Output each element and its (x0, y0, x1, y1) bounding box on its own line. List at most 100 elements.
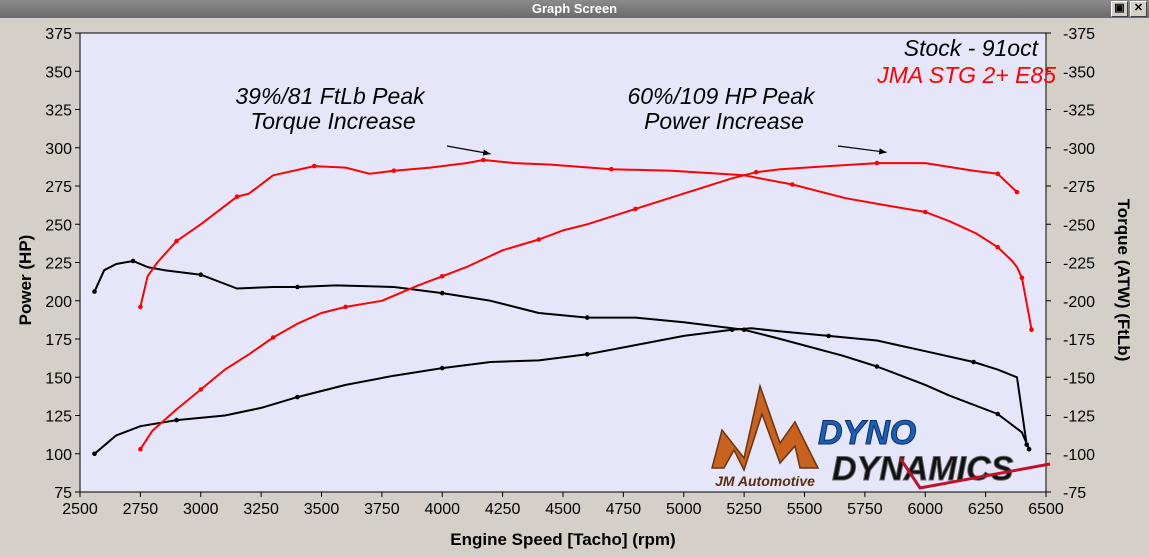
y-right-tick-label: -350 (1063, 64, 1095, 81)
y-right-tick-label: -325 (1063, 103, 1095, 120)
x-tick-label: 2500 (62, 501, 98, 518)
y-right-tick-label: -375 (1063, 26, 1095, 43)
y-left-tick-label: 100 (45, 447, 72, 464)
mountain-logo-icon (711, 383, 820, 472)
data-point-stock-torque (295, 284, 300, 290)
data-point-stock-power (174, 417, 179, 423)
y-right-tick-label: -75 (1063, 485, 1086, 502)
annotation-torque-line2: Torque Increase (250, 108, 415, 134)
x-tick-label: 4500 (545, 501, 581, 518)
data-point-stock-power (826, 333, 831, 339)
data-point-jma-torque (312, 163, 317, 169)
y-left-tick-label: 150 (45, 370, 72, 387)
y-right-tick-label: -225 (1063, 256, 1095, 273)
data-point-stock-torque (130, 258, 136, 264)
data-point-jma-power (633, 206, 638, 212)
data-point-jma-torque (391, 168, 397, 173)
data-point-jma-torque (609, 166, 614, 172)
y-axis-label-right: Torque (ATW) (FtLb) (1114, 199, 1133, 362)
y-left-tick-label: 350 (45, 64, 72, 81)
x-tick-label: 4250 (485, 501, 521, 518)
data-point-jma-torque (1019, 275, 1025, 281)
annotation-torque-line1: 39%/81 FtLb Peak (235, 83, 426, 109)
y-right-tick-label: -200 (1063, 294, 1095, 311)
data-point-jma-torque (1029, 327, 1034, 333)
data-point-stock-torque (584, 315, 590, 320)
restore-icon[interactable]: ▣ (1111, 1, 1128, 17)
data-point-jma-power (343, 304, 349, 310)
x-tick-label: 3000 (183, 501, 219, 518)
x-tick-label: 5000 (666, 501, 702, 518)
x-tick-label: 6000 (907, 501, 943, 518)
y-left-tick-label: 175 (45, 332, 72, 349)
y-left-tick-label: 225 (45, 256, 72, 273)
legend-entry-stock: Stock - 91oct (904, 35, 1040, 61)
jm-automotive-logo: JM Automotive (711, 383, 820, 489)
series-line-jma-power (139, 162, 1018, 450)
data-point-stock-torque (995, 411, 1000, 417)
y-left-tick-label: 325 (45, 103, 72, 120)
y-right-tick-label: -275 (1063, 179, 1095, 196)
data-point-jma-torque (481, 157, 486, 163)
x-tick-label: 5250 (726, 501, 762, 518)
jm-logo-text: JM Automotive (715, 473, 815, 489)
data-point-jma-power (874, 160, 880, 166)
annotation-arrow (446, 145, 491, 155)
y-left-tick-label: 275 (45, 179, 72, 196)
series-line-jma-torque (139, 159, 1033, 330)
y-right-tick-label: -175 (1063, 332, 1095, 349)
x-tick-label: 3500 (304, 501, 340, 518)
arrowhead-icon (482, 149, 491, 156)
dyno-dynamics-logo: DYNO DYNAMICS (818, 414, 1051, 490)
y-right-tick-label: -125 (1063, 409, 1095, 426)
dd-logo-line1: DYNO (818, 414, 916, 452)
annotation-arrow (837, 145, 887, 153)
window-title: Graph Screen (531, 1, 618, 16)
y-right-tick-label: -300 (1063, 141, 1095, 158)
data-point-jma-torque (174, 238, 179, 244)
data-point-jma-torque (138, 304, 143, 310)
data-point-stock-torque (92, 289, 97, 294)
dyno-chart: 2500 2750 3000 3250 3500 3750 4000 4250 4500 4750… (16, 26, 1133, 549)
data-point-jma-power (753, 169, 759, 175)
data-point-stock-torque (198, 272, 204, 277)
dd-logo-swoosh-icon (898, 457, 1051, 490)
arrowhead-icon (878, 148, 887, 155)
y-right-tick-label: -100 (1063, 447, 1095, 464)
x-tick-label: 3750 (364, 501, 400, 518)
data-point-jma-torque (234, 194, 240, 199)
x-axis-label: Engine Speed [Tacho] (rpm) (450, 530, 675, 549)
y-left-tick-label: 200 (45, 294, 72, 311)
y-left-tick-label: 300 (45, 141, 72, 158)
x-tick-label: 5750 (847, 501, 883, 518)
data-point-jma-power (198, 387, 204, 392)
y-left-tick-label: 250 (45, 217, 72, 234)
x-tick-label: 3250 (243, 501, 279, 518)
y-right-tick-label: -150 (1063, 370, 1095, 387)
data-point-jma-torque (995, 244, 1000, 250)
data-point-stock-power (440, 365, 445, 371)
data-point-jma-power (536, 237, 542, 242)
window-titlebar: Graph Screen ▣ ✕ (0, 0, 1149, 18)
annotation-power-line2: Power Increase (644, 108, 804, 134)
data-point-jma-power (138, 446, 143, 452)
data-point-jma-power (270, 335, 276, 340)
data-point-jma-power (995, 171, 1000, 177)
data-point-stock-power (92, 451, 97, 457)
data-point-stock-torque (440, 290, 445, 296)
data-point-jma-power (440, 274, 445, 279)
data-point-stock-power (584, 352, 590, 357)
x-tick-label: 2750 (123, 501, 159, 518)
data-point-jma-torque (923, 209, 928, 215)
data-point-stock-power (971, 359, 976, 365)
x-tick-label: 6250 (968, 501, 1004, 518)
plot-area (79, 32, 1047, 493)
data-point-jma-power (1014, 189, 1020, 195)
y-axis-label-left: Power (HP) (16, 235, 35, 326)
data-point-stock-torque (741, 327, 747, 333)
data-point-jma-torque (790, 182, 795, 187)
data-point-stock-power (295, 394, 300, 400)
x-tick-label: 5500 (787, 501, 823, 518)
close-icon[interactable]: ✕ (1130, 1, 1147, 17)
x-tick-label: 4000 (424, 501, 460, 518)
